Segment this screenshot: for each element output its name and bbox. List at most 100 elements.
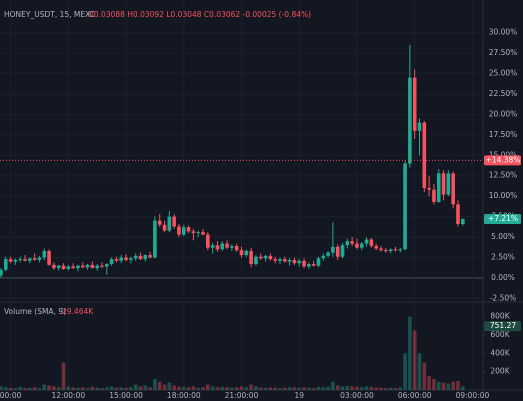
- candle-body: [172, 216, 176, 227]
- y-tick-label: 5.00%: [491, 232, 515, 241]
- volume-bar: [230, 387, 234, 390]
- candle-body: [408, 77, 412, 164]
- volume-bar: [148, 387, 152, 390]
- volume-bar: [427, 376, 431, 390]
- volume-bar: [331, 381, 335, 390]
- volume-bar: [374, 387, 379, 390]
- volume-bar: [196, 387, 201, 390]
- ohlc-readout: O0.03088 H0.03092 L0.03048 C0.03062 -0.0…: [88, 10, 311, 19]
- candle-body: [355, 243, 359, 248]
- candle-body: [446, 173, 451, 195]
- y-tick-label: 10.00%: [489, 191, 518, 200]
- volume-bar: [335, 385, 340, 390]
- volume-bar: [436, 381, 441, 390]
- candle-body: [206, 234, 210, 248]
- candle-body: [384, 250, 388, 252]
- x-tick-label: 15:00:00: [109, 391, 143, 400]
- volume-bar: [71, 387, 75, 390]
- volume-bar: [76, 387, 80, 390]
- candle-body: [95, 265, 99, 269]
- volume-bar: [61, 362, 66, 390]
- candle-body: [23, 259, 27, 261]
- candle-body: [71, 266, 75, 269]
- volume-bar: [287, 387, 292, 390]
- candle-body: [282, 259, 287, 262]
- symbol: HONEY_USDT, 15, MEXC: [4, 10, 95, 19]
- candle-body: [268, 255, 273, 260]
- price-tag: [484, 155, 521, 166]
- y-tick-label: 20.00%: [489, 109, 518, 118]
- volume-bar: [206, 384, 210, 390]
- volume-tag-label: 751.27: [490, 321, 516, 330]
- candle-body: [244, 250, 249, 256]
- volume-bar: [210, 386, 215, 390]
- candle-body: [393, 249, 398, 251]
- candle-body: [18, 259, 23, 261]
- volume-bar: [278, 388, 282, 390]
- volume-bar: [282, 387, 287, 390]
- x-tick-label: 09:00:00: [456, 391, 490, 400]
- candle-body: [369, 239, 374, 247]
- volume-bar: [119, 387, 124, 390]
- y-tick-label: 2.50%: [491, 252, 515, 261]
- candle-body: [302, 260, 306, 267]
- candle-body: [364, 239, 369, 244]
- x-tick-label: 03:00:00: [340, 391, 374, 400]
- price-tag-label: +7.21%: [488, 214, 518, 223]
- volume-bar: [268, 387, 273, 390]
- candle-body: [417, 122, 422, 131]
- volume-bar: [18, 386, 23, 390]
- candle-body: [196, 232, 201, 234]
- volume-bar: [138, 386, 143, 390]
- candle-body: [297, 260, 302, 264]
- volume-title: Volume (SMA, 9): [4, 307, 66, 316]
- volume-bar: [162, 384, 167, 390]
- volume-bar: [273, 387, 277, 390]
- candle-body: [460, 219, 465, 224]
- volume-bar: [23, 388, 27, 390]
- volume-bar: [47, 385, 51, 390]
- volume-bar: [384, 388, 388, 390]
- y-tick-label: 0.00%: [491, 273, 515, 282]
- volume-bar: [369, 386, 374, 390]
- volume-bar: [66, 386, 71, 390]
- candle-body: [335, 246, 340, 257]
- y-tick-label: -2.50%: [490, 293, 517, 302]
- candle-body: [350, 241, 354, 244]
- volume-bar: [244, 387, 249, 390]
- candle-body: [456, 204, 460, 224]
- candle-body: [66, 266, 71, 269]
- candle-body: [138, 255, 143, 260]
- candle-body: [258, 256, 263, 259]
- y-tick-label: 15.00%: [489, 150, 518, 159]
- candle-body: [186, 227, 191, 232]
- volume-bar: [0, 386, 3, 390]
- candle-body: [220, 243, 225, 250]
- candle-body: [388, 249, 393, 251]
- candle-body: [331, 246, 335, 253]
- volume-bar: [225, 387, 229, 390]
- volume-bar: [109, 386, 114, 390]
- volume-bar: [201, 387, 205, 390]
- volume-bar: [143, 385, 148, 390]
- candle-body: [167, 216, 172, 231]
- volume-bar: [417, 353, 422, 390]
- candle-body: [37, 257, 42, 260]
- y-tick-label: 12.50%: [489, 171, 518, 180]
- volume-bar: [52, 386, 56, 390]
- candle-body: [13, 259, 18, 262]
- x-tick-label: 18:00:00: [167, 391, 201, 400]
- candle-body: [61, 265, 66, 269]
- candle-body: [177, 226, 181, 235]
- candle-body: [32, 258, 37, 260]
- volume-bar: [42, 384, 47, 390]
- candle-body: [249, 250, 253, 265]
- candle-body: [422, 122, 427, 189]
- candle-body: [374, 246, 379, 249]
- candle-body: [441, 173, 446, 195]
- candle-body: [215, 245, 220, 250]
- y-tick-label: 17.50%: [489, 130, 518, 139]
- candle-body: [316, 258, 321, 266]
- volume-bar: [220, 386, 225, 390]
- volume-bar: [258, 387, 263, 390]
